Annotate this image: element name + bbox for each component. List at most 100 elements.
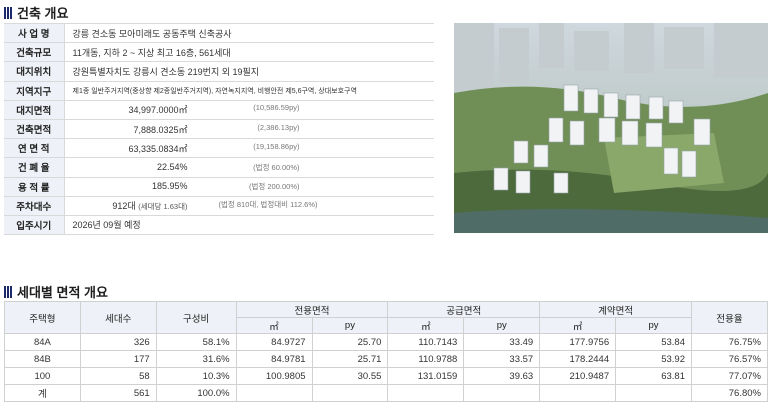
unit-area-table: 주택형 세대수 구성비 전용면적 공급면적 계약면적 전용율 ㎡ py ㎡ py… — [4, 301, 769, 402]
cell-empty — [615, 384, 692, 402]
header-contract: 계약면적 — [539, 301, 692, 318]
cell-ex-sqm: 84.9781 — [235, 350, 313, 368]
header-sqm: ㎡ — [235, 317, 313, 334]
header-exclusive: 전용면적 — [235, 301, 389, 318]
row-value: 강원특별자치도 강릉시 견소동 219번지 외 19필지 — [64, 61, 434, 82]
overview-row: 주차대수 912대 (세대당 1.63대) (법정 810대, 법정대비 112… — [4, 195, 434, 216]
row-value: 2026년 09월 예정 — [64, 214, 434, 236]
cell-ratio: 31.6% — [155, 350, 237, 368]
cell-co-py: 53.84 — [615, 333, 692, 351]
table-row-total: 계 561 100.0% 76.80% — [4, 384, 769, 402]
cell-co-py: 63.81 — [615, 367, 692, 385]
cell-rate: 76.57% — [690, 350, 769, 368]
cell-co-sqm: 210.9487 — [539, 367, 617, 385]
overview-row: 건축규모 11개동, 지하 2 ~ 지상 최고 16층, 561세대 — [4, 42, 434, 63]
cell-su-py: 33.49 — [463, 333, 541, 351]
cell-co-py: 53.92 — [615, 350, 692, 368]
header-py: py — [463, 317, 541, 334]
cell-households: 58 — [79, 367, 157, 385]
cell-empty — [463, 384, 541, 402]
cell-su-sqm: 131.0159 — [387, 367, 465, 385]
row-sub-value: (10,586.59py) — [253, 103, 300, 113]
cell-rate: 76.75% — [690, 333, 769, 351]
overview-row: 대지면적 34,997.0000㎡ (10,586.59py) — [4, 99, 434, 120]
cell-su-sqm: 110.9788 — [387, 350, 465, 368]
table-row: 100 58 10.3% 100.9805 30.55 131.0159 39.… — [4, 367, 769, 385]
row-key: 건축규모 — [4, 42, 65, 63]
row-value: 63,335.0834㎡ — [128, 143, 188, 154]
row-sub-value: (법정 810대, 법정대비 112.6%) — [218, 200, 318, 210]
header-supply: 공급면적 — [387, 301, 541, 318]
section-bars-icon — [4, 285, 12, 298]
row-key: 지역지구 — [4, 80, 65, 101]
cell-type: 100 — [4, 367, 81, 385]
cell-households: 177 — [79, 350, 157, 368]
cell-empty — [235, 384, 313, 402]
cell-rate: 76.80% — [690, 384, 769, 402]
cell-type: 84B — [4, 350, 81, 368]
row-value: 11개동, 지하 2 ~ 지상 최고 16층, 561세대 — [64, 42, 434, 63]
row-value: 제1종 일반주거지역(중상향 제2종일반주거지역), 자연녹지지역, 비행안전 … — [64, 80, 434, 101]
cell-su-py: 33.57 — [463, 350, 541, 368]
aerial-rendering-image — [454, 23, 768, 233]
cell-empty — [539, 384, 617, 402]
row-sub-value: (2,386.13py) — [257, 122, 300, 132]
cell-ratio: 100.0% — [155, 384, 237, 402]
overview-title-text: 건축 개요 — [17, 6, 69, 21]
header-sqm: ㎡ — [539, 317, 617, 334]
overview-row: 지역지구 제1종 일반주거지역(중상향 제2종일반주거지역), 자연녹지지역, … — [4, 80, 434, 101]
row-value: 912대 (세대당 1.63대) — [73, 199, 188, 212]
parking-count: 912대 — [112, 201, 136, 212]
cell-empty — [311, 384, 389, 402]
header-py: py — [615, 317, 692, 334]
row-sub-value: (법정 200.00%) — [249, 182, 300, 192]
row-sub-value: (법정 60.00%) — [253, 162, 300, 172]
row-key: 사 업 명 — [4, 22, 65, 44]
overview-table: 사 업 명 강릉 견소동 모아미래도 공동주택 신축공사 건축규모 11개동, … — [4, 22, 434, 236]
overview-row: 대지위치 강원특별자치도 강릉시 견소동 219번지 외 19필지 — [4, 61, 434, 82]
row-key: 용 적 률 — [4, 176, 65, 197]
aerial-rendering-svg — [454, 23, 768, 233]
overview-row: 연 면 적 63,335.0834㎡ (19,158.86py) — [4, 138, 434, 159]
cell-households: 561 — [79, 384, 157, 402]
overview-row: 입주시기 2026년 09월 예정 — [4, 214, 434, 236]
cell-su-py: 39.63 — [463, 367, 541, 385]
unit-area-title-text: 세대별 면적 개요 — [17, 285, 108, 300]
cell-co-sqm: 177.9756 — [539, 333, 617, 351]
cell-ex-sqm: 100.9805 — [235, 367, 313, 385]
header-sqm: ㎡ — [387, 317, 465, 334]
row-key: 건 폐 율 — [4, 157, 65, 178]
overview-section-title: 건축 개요 — [4, 3, 68, 22]
overview-row: 건 폐 율 22.54% (법정 60.00%) — [4, 157, 434, 178]
cell-ex-py: 25.71 — [311, 350, 389, 368]
cell-empty — [387, 384, 465, 402]
table-row: 84B 177 31.6% 84.9781 25.71 110.9788 33.… — [4, 350, 769, 368]
cell-ratio: 10.3% — [155, 367, 237, 385]
overview-row: 용 적 률 185.95% (법정 200.00%) — [4, 176, 434, 197]
unit-area-section-title: 세대별 면적 개요 — [4, 282, 108, 301]
row-value: 22.54% — [156, 161, 188, 172]
cell-ex-py: 25.70 — [311, 333, 389, 351]
cell-ex-py: 30.55 — [311, 367, 389, 385]
cell-co-sqm: 178.2444 — [539, 350, 617, 368]
row-key: 대지면적 — [4, 99, 65, 120]
row-value: 185.95% — [151, 181, 188, 192]
row-key: 입주시기 — [4, 214, 65, 236]
cell-rate: 77.07% — [690, 367, 769, 385]
parking-note: (세대당 1.63대) — [138, 202, 188, 212]
cell-ratio: 58.1% — [155, 333, 237, 351]
header-type: 주택형 — [4, 301, 81, 334]
header-ratio: 구성비 — [155, 301, 237, 334]
cell-ex-sqm: 84.9727 — [235, 333, 313, 351]
cell-su-sqm: 110.7143 — [387, 333, 465, 351]
header-households: 세대수 — [79, 301, 157, 334]
header-usage-rate: 전용율 — [690, 301, 769, 334]
row-sub-value: (19,158.86py) — [253, 141, 300, 151]
row-value: 강릉 견소동 모아미래도 공동주택 신축공사 — [64, 22, 434, 44]
row-key: 주차대수 — [4, 195, 65, 216]
row-value: 34,997.0000㎡ — [128, 105, 188, 116]
cell-households: 326 — [79, 333, 157, 351]
overview-row: 건축면적 7,888.0325㎡ (2,386.13py) — [4, 118, 434, 140]
cell-type: 계 — [4, 384, 81, 402]
row-key: 건축면적 — [4, 118, 65, 140]
